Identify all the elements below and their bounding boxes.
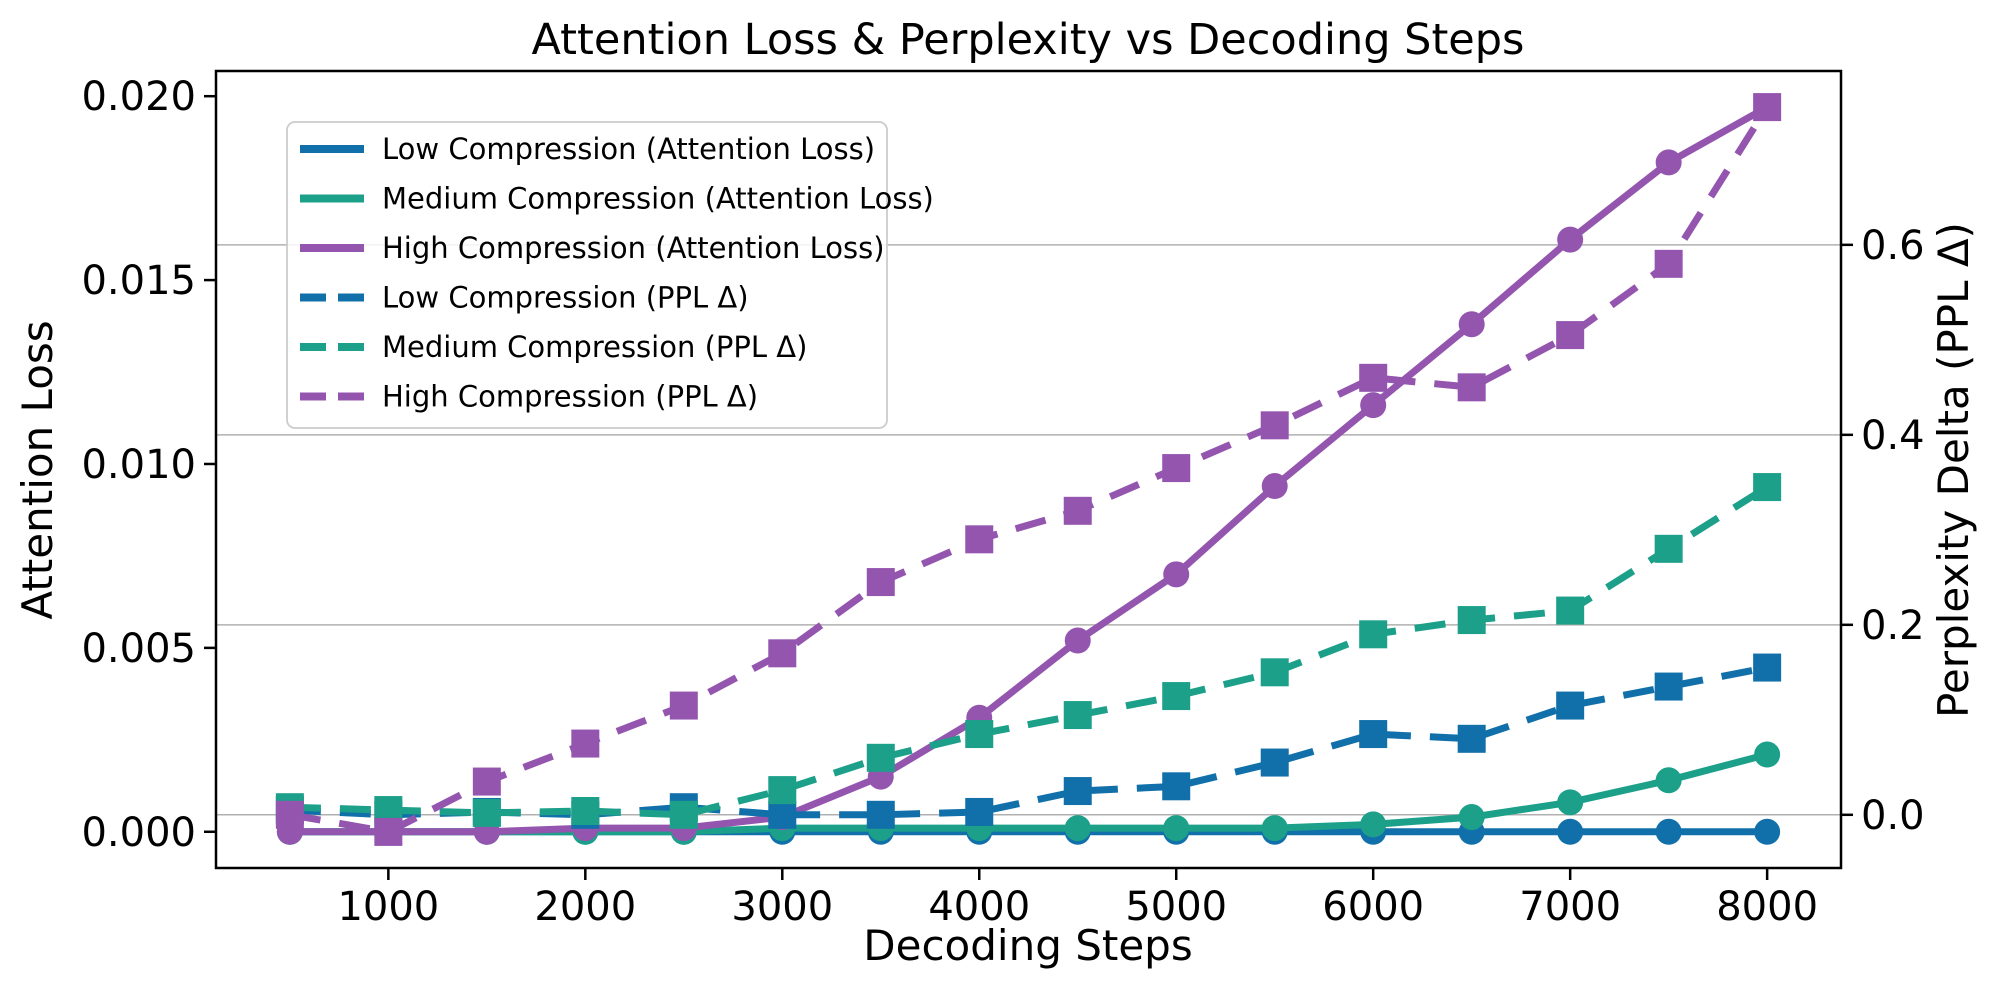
square-marker (1260, 411, 1289, 440)
square-marker (571, 729, 600, 758)
square-marker (1457, 606, 1486, 635)
legend-item-label: Low Compression (Attention Loss) (382, 132, 875, 166)
series-line (289, 105, 1771, 836)
circle-marker (1064, 627, 1091, 654)
square-marker (1162, 682, 1191, 711)
chart-title: Attention Loss & Perplexity vs Decoding … (532, 15, 1525, 65)
square-marker (1359, 363, 1388, 392)
square-marker (1556, 321, 1585, 350)
series-line (289, 104, 1769, 836)
tick-label: 0.015 (81, 258, 196, 304)
square-marker (1359, 720, 1388, 749)
square-marker (275, 800, 304, 829)
tick-label: 2000 (534, 884, 636, 930)
square-marker (1654, 249, 1683, 278)
square-marker (866, 800, 895, 829)
series-dashed-purple (275, 93, 1782, 846)
square-marker (1457, 373, 1486, 402)
square-marker (1063, 777, 1092, 806)
square-marker (768, 776, 797, 805)
square-marker (571, 797, 600, 826)
tick-label: 0.0 (1861, 793, 1925, 839)
square-marker (1260, 658, 1289, 687)
circle-marker (1655, 149, 1682, 176)
plot-frame (214, 69, 1843, 870)
circle-marker (1557, 226, 1584, 253)
circle-marker (1754, 818, 1781, 845)
tick-label: 4000 (928, 884, 1030, 930)
circle-marker (1360, 811, 1387, 838)
circle-marker (1754, 741, 1781, 768)
square-marker (472, 798, 501, 827)
square-marker (1162, 454, 1191, 483)
series-line (289, 751, 1768, 836)
square-marker (1162, 772, 1191, 801)
legend-item-label: High Compression (Attention Loss) (382, 231, 885, 265)
square-marker (1753, 473, 1782, 502)
tick-label: 0.2 (1861, 603, 1925, 649)
y-axis-label-left: Attention Loss (13, 320, 62, 619)
legend-item-label: Low Compression (PPL Δ) (382, 281, 749, 315)
tick-label: 5000 (1125, 884, 1227, 930)
tick-label: 0.010 (81, 442, 196, 488)
square-marker (1654, 672, 1683, 701)
tick-label: 3000 (731, 884, 833, 930)
square-marker (1457, 724, 1486, 753)
tick-label: 0.020 (81, 74, 196, 120)
tick-label: 8000 (1716, 884, 1818, 930)
series-line (289, 484, 1769, 819)
circle-marker (1557, 818, 1584, 845)
data-series (275, 93, 1782, 846)
circle-marker (1064, 815, 1091, 842)
square-marker (1260, 748, 1289, 777)
square-marker (1556, 596, 1585, 625)
square-marker (1753, 653, 1782, 682)
circle-marker (1458, 804, 1485, 831)
y-axis-label-right: Perplexity Delta (PPL Δ) (1929, 222, 1978, 718)
tick-label: 0.6 (1861, 223, 1925, 269)
tick-label: 0.4 (1861, 413, 1925, 459)
square-marker (1654, 534, 1683, 563)
legend: Low Compression (Attention Loss) Medium C… (286, 121, 934, 429)
circle-marker (1655, 767, 1682, 794)
circle-marker (1458, 311, 1485, 338)
square-marker (669, 800, 698, 829)
square-marker (866, 743, 895, 772)
legend-box (286, 121, 888, 429)
circle-marker (1163, 561, 1190, 588)
square-marker (965, 797, 994, 826)
square-marker (472, 767, 501, 796)
tick-label: 1000 (337, 884, 439, 930)
legend-item-label: Medium Compression (PPL Δ) (382, 330, 807, 364)
tick-label: 7000 (1519, 884, 1621, 930)
legend-item-label: High Compression (PPL Δ) (382, 380, 758, 414)
circle-marker (1360, 392, 1387, 419)
square-marker (768, 800, 797, 829)
square-marker (1753, 93, 1782, 122)
tick-label: 0.005 (81, 626, 196, 672)
tick-label: 6000 (1322, 884, 1424, 930)
x-axis-label: Decoding Steps (863, 921, 1192, 970)
square-marker (866, 568, 895, 597)
circle-marker (1655, 818, 1682, 845)
square-marker (1063, 496, 1092, 525)
square-marker (669, 691, 698, 720)
square-marker (1556, 691, 1585, 720)
square-marker (965, 525, 994, 554)
series-line (289, 664, 1768, 819)
square-marker (374, 817, 403, 846)
circle-marker (1261, 473, 1288, 500)
square-marker (768, 639, 797, 668)
circle-marker (1261, 815, 1288, 842)
square-marker (965, 720, 994, 749)
tick-label: 0.000 (81, 810, 196, 856)
legend-item-label: Medium Compression (Attention Loss) (382, 182, 934, 216)
square-marker (1359, 620, 1388, 649)
axis-ticks: 1000 2000 3000 4000 5000 6000 7000 8000 0.000 0.0… (81, 74, 1924, 930)
circle-marker (1163, 815, 1190, 842)
square-marker (1063, 701, 1092, 730)
circle-marker (1557, 789, 1584, 816)
